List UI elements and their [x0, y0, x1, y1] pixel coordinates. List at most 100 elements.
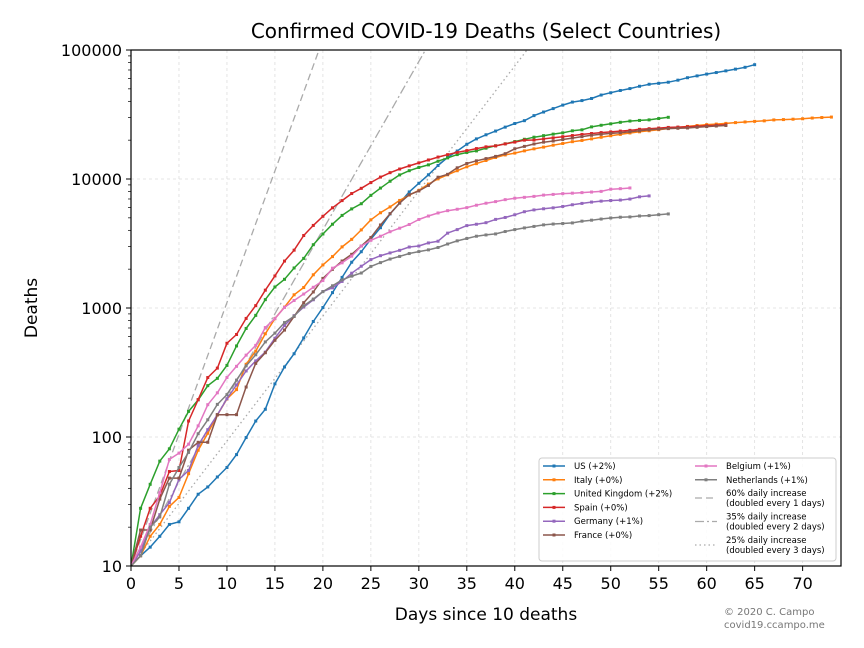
x-tick-label: 25	[361, 574, 381, 593]
data-point	[158, 459, 162, 463]
data-point	[378, 175, 382, 179]
x-tick-label: 45	[553, 574, 573, 593]
data-point	[196, 398, 200, 402]
data-point	[542, 110, 546, 114]
data-point	[657, 117, 661, 121]
legend: US (+2%) Italy (+0%) United Kingdom (+2%) S…	[538, 457, 837, 562]
data-point	[302, 286, 306, 290]
data-point	[206, 384, 210, 388]
data-point	[532, 224, 536, 228]
data-point	[657, 81, 661, 85]
data-point	[273, 274, 277, 278]
data-point	[446, 153, 450, 157]
data-point	[398, 201, 402, 205]
data-point	[139, 554, 143, 558]
data-point	[638, 214, 642, 218]
data-point	[446, 156, 450, 160]
data-point	[225, 363, 229, 367]
data-point	[407, 245, 411, 249]
data-point	[561, 137, 565, 141]
y-tick-label: 1000	[81, 299, 122, 318]
data-point	[436, 175, 440, 179]
data-point	[369, 218, 373, 222]
data-point	[551, 192, 555, 196]
legend-label: US (+2%)	[574, 462, 616, 472]
data-point	[187, 450, 191, 454]
data-point	[292, 352, 296, 356]
data-point	[494, 144, 498, 148]
data-point	[580, 201, 584, 205]
data-point	[522, 210, 526, 214]
data-point	[321, 232, 325, 236]
data-point	[503, 152, 507, 156]
legend-swatch-marker	[552, 492, 556, 496]
data-point	[131, 564, 133, 566]
data-point	[292, 266, 296, 270]
data-point	[570, 221, 574, 225]
data-point	[570, 191, 574, 195]
data-point	[407, 193, 411, 197]
data-point	[167, 482, 171, 486]
data-point	[177, 451, 181, 455]
data-point	[417, 189, 421, 193]
data-point	[388, 179, 392, 183]
data-point	[398, 198, 402, 202]
data-point	[235, 344, 239, 348]
data-point	[820, 116, 824, 120]
legend-entry: Spain (+0%)	[543, 503, 628, 513]
data-point	[666, 115, 670, 119]
data-point	[215, 391, 219, 395]
data-point	[513, 147, 517, 151]
data-point	[657, 213, 661, 217]
data-point	[196, 432, 200, 436]
data-point	[513, 122, 517, 126]
data-point	[465, 224, 469, 228]
data-point	[187, 442, 191, 446]
y-tick-label: 10	[102, 557, 122, 576]
data-point	[551, 136, 555, 140]
data-point	[273, 285, 277, 289]
data-point	[235, 378, 239, 382]
data-point	[829, 115, 833, 119]
data-point	[618, 129, 622, 133]
data-point	[455, 150, 459, 154]
legend-label: (doubled every 1 days)	[726, 499, 825, 509]
data-point	[215, 376, 219, 380]
data-point	[551, 143, 555, 147]
data-point	[158, 491, 162, 495]
legend-label: 60% daily increase	[726, 489, 806, 499]
data-point	[139, 545, 143, 549]
data-point	[292, 299, 296, 303]
data-point	[167, 470, 171, 474]
data-point	[666, 212, 670, 216]
data-point	[580, 135, 584, 139]
data-point	[599, 131, 603, 135]
data-point	[378, 226, 382, 230]
data-point	[455, 228, 459, 232]
credit-line-1: © 2020 C. Campo	[724, 607, 814, 618]
legend-entry: Belgium (+1%)	[695, 462, 791, 472]
data-point	[551, 139, 555, 143]
data-point	[263, 326, 267, 330]
data-point	[522, 195, 526, 199]
data-point	[302, 301, 306, 305]
data-point	[148, 528, 152, 532]
data-point	[513, 151, 517, 155]
data-point	[695, 74, 699, 78]
data-point	[733, 121, 737, 125]
data-point	[417, 181, 421, 185]
data-point	[580, 219, 584, 223]
x-tick-label: 0	[126, 574, 136, 593]
data-point	[542, 134, 546, 138]
data-point	[494, 200, 498, 204]
data-point	[590, 218, 594, 222]
data-point	[590, 96, 594, 100]
data-point	[398, 173, 402, 177]
legend-label: (doubled every 3 days)	[726, 546, 825, 556]
data-point	[426, 241, 430, 245]
data-point	[359, 202, 363, 206]
data-point	[263, 407, 267, 411]
data-point	[455, 239, 459, 243]
data-point	[532, 138, 536, 142]
data-point	[177, 495, 181, 499]
